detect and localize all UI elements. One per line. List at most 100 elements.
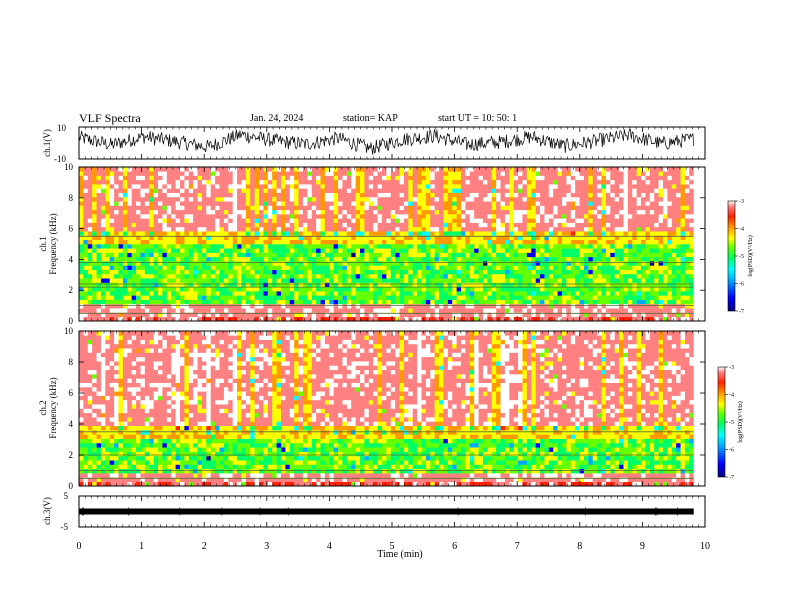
- spectrogram-cell: [531, 235, 536, 241]
- spectrogram-cell: [215, 209, 220, 215]
- spectrogram-cell: [518, 214, 523, 219]
- spectrogram-cell: [92, 308, 97, 313]
- spectrogram-cell: [267, 308, 273, 313]
- spectrogram-cell: [100, 308, 106, 313]
- spectrogram-cell: [641, 239, 646, 245]
- spectrogram-cell: [649, 184, 655, 189]
- spectrogram-cell: [158, 201, 163, 206]
- spectrogram-cell: [144, 205, 150, 211]
- spectrogram-cell: [548, 273, 554, 279]
- spectrogram-cell: [237, 248, 242, 253]
- spectrogram-cell: [649, 196, 655, 202]
- spectrogram-cell: [333, 205, 339, 211]
- spectrogram-cell: [92, 192, 97, 198]
- spectrogram-cell: [289, 235, 295, 241]
- spectrogram-cell: [557, 235, 563, 241]
- spectrogram-cell: [307, 261, 313, 266]
- spectrogram-cell: [368, 303, 374, 309]
- spectrogram-cell: [373, 265, 378, 270]
- spectrogram-cell: [162, 261, 168, 266]
- spectrogram-cell: [329, 201, 334, 206]
- spectrogram-cell: [131, 218, 137, 223]
- spectrogram-cell: [377, 235, 383, 241]
- spectrogram-cell: [421, 209, 427, 215]
- spectrogram-cell: [210, 316, 216, 322]
- spectrogram-cell: [540, 312, 545, 318]
- spectrogram-cell: [417, 226, 422, 232]
- spectrogram-cell: [443, 286, 449, 292]
- spectrogram-cell: [342, 175, 348, 181]
- spectrogram-cell: [105, 201, 111, 206]
- spectrogram-cell: [540, 214, 545, 219]
- spectrogram-cell: [623, 201, 629, 206]
- spectrogram-cell: [544, 226, 550, 232]
- spectrogram-cell: [636, 295, 642, 300]
- spectrogram-cell: [474, 256, 479, 262]
- spectrogram-cell: [421, 282, 427, 288]
- spectrogram-cell: [447, 303, 453, 309]
- spectrogram-cell: [491, 184, 497, 189]
- spectrogram-cell: [461, 273, 466, 279]
- spectrogram-cell: [680, 222, 686, 228]
- spectrogram-cell: [614, 175, 620, 181]
- spectrogram-cell: [100, 248, 106, 253]
- spectrogram-cell: [623, 184, 629, 189]
- spectrogram-cell: [272, 205, 277, 211]
- spectrogram-cell: [570, 299, 576, 305]
- spectrogram-cell: [548, 222, 554, 228]
- spectrogram-cell: [408, 295, 414, 300]
- spectrogram-cell: [461, 269, 466, 275]
- spectrogram-cell: [355, 171, 361, 176]
- spectrogram-cell: [285, 248, 291, 253]
- spectrogram-cell: [241, 291, 247, 296]
- spectrogram-cell: [245, 261, 251, 266]
- spectrogram-cell: [654, 299, 659, 305]
- spectrogram-cell: [439, 286, 444, 292]
- spectrogram-cell: [469, 291, 475, 296]
- spectrogram-cell: [627, 286, 633, 292]
- spectrogram-cell: [522, 205, 528, 211]
- spectrogram-cell: [447, 175, 453, 181]
- spectrogram-cell: [289, 179, 295, 185]
- spectrogram-cell: [535, 175, 541, 181]
- spectrogram-cell: [355, 226, 361, 232]
- spectrogram-cell: [298, 303, 304, 309]
- spectrogram-cell: [166, 188, 172, 193]
- spectrogram-cell: [641, 273, 646, 279]
- spectrogram-cell: [285, 179, 291, 185]
- spectrogram-cell: [496, 218, 501, 223]
- spectrogram-cell: [294, 299, 299, 305]
- spectrogram-cell: [127, 256, 132, 262]
- spectrogram-cell: [373, 269, 378, 275]
- spectrogram-cell: [562, 252, 567, 258]
- spectrogram-cell: [447, 226, 453, 232]
- spectrogram-cell: [430, 188, 435, 193]
- spectrogram-cell: [474, 244, 479, 249]
- spectrogram-cell: [469, 256, 475, 262]
- spectrogram-cell: [421, 201, 427, 206]
- spectrogram-cell: [232, 252, 238, 258]
- spectrogram-cell: [447, 171, 453, 176]
- spectrogram-cell: [513, 295, 519, 300]
- spectrogram-cell: [399, 256, 405, 262]
- spectrogram-cell: [513, 261, 519, 266]
- spectrogram-cell: [575, 303, 580, 309]
- spectrogram-cell: [276, 201, 282, 206]
- spectrogram-cell: [228, 196, 233, 202]
- spectrogram-cell: [403, 209, 409, 215]
- spectrogram-cell: [215, 175, 220, 181]
- spectrogram-cell: [439, 269, 444, 275]
- spectrogram-cell: [443, 188, 449, 193]
- spectrogram-cell: [171, 184, 176, 189]
- spectrogram-cell: [267, 205, 273, 211]
- spectrogram-cell: [280, 218, 286, 223]
- spectrogram-cell: [267, 222, 273, 228]
- spectrogram-cell: [96, 226, 102, 232]
- spectrogram-cell: [302, 231, 308, 236]
- spectrogram-cell: [456, 295, 462, 300]
- spectrogram-cell: [434, 171, 440, 176]
- spectrogram-cell: [421, 265, 427, 270]
- spectrogram-cell: [105, 231, 111, 236]
- spectrogram-cell: [298, 265, 304, 270]
- spectrogram-cell: [566, 231, 572, 236]
